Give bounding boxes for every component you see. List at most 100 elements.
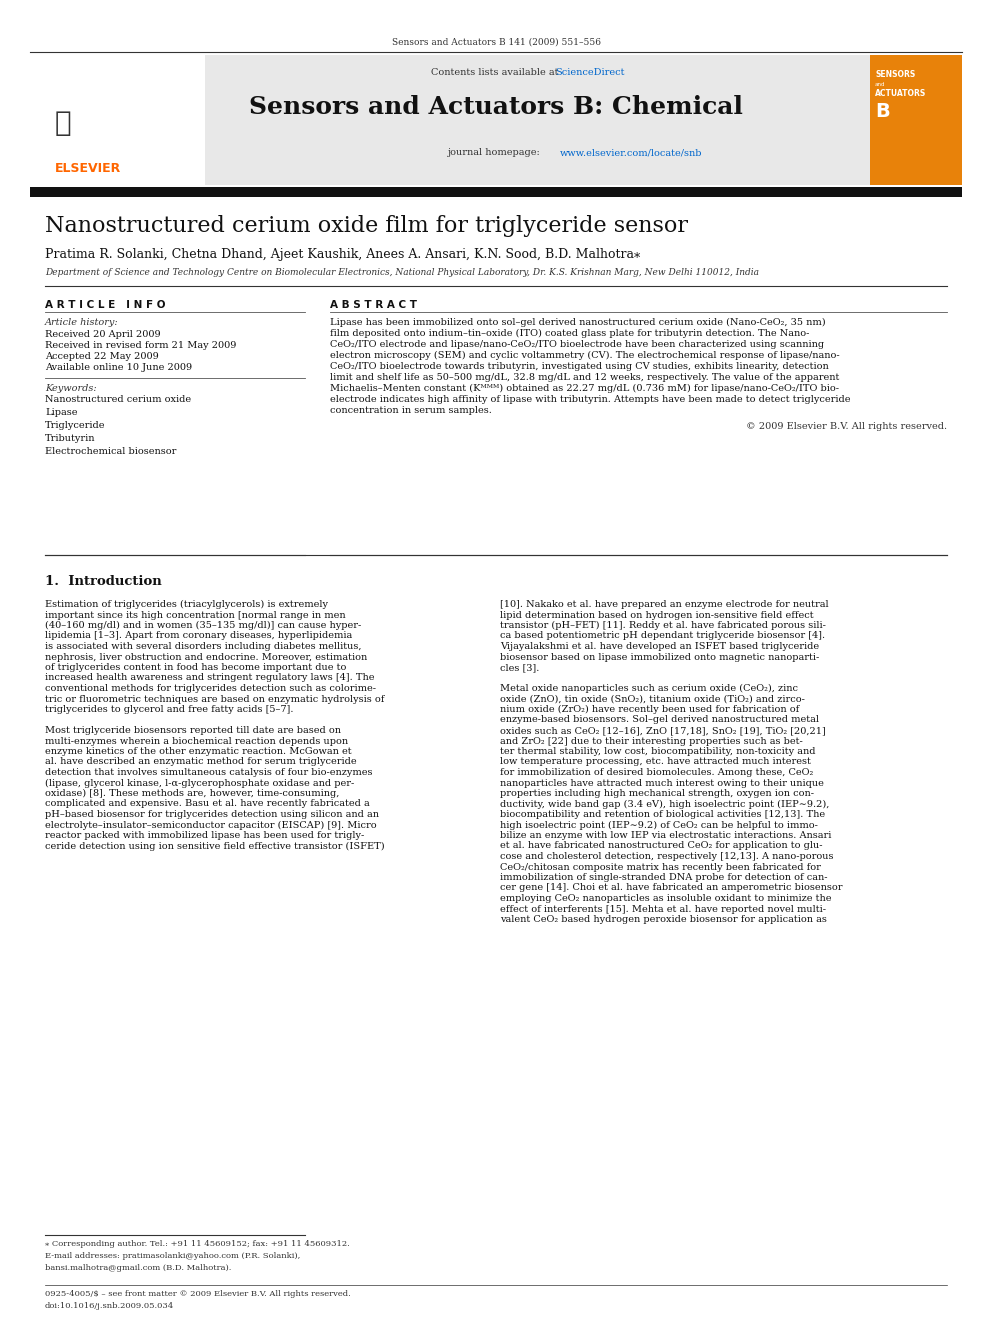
Text: ca based potentiometric pH dependant triglyceride biosensor [4].: ca based potentiometric pH dependant tri…: [500, 631, 825, 640]
Text: Estimation of triglycerides (triacylglycerols) is extremely: Estimation of triglycerides (triacylglyc…: [45, 601, 328, 609]
FancyBboxPatch shape: [30, 187, 962, 197]
Text: detection that involves simultaneous catalysis of four bio-enzymes: detection that involves simultaneous cat…: [45, 767, 373, 777]
Text: 0925-4005/$ – see front matter © 2009 Elsevier B.V. All rights reserved.: 0925-4005/$ – see front matter © 2009 El…: [45, 1290, 351, 1298]
Text: Pratima R. Solanki, Chetna Dhand, Ajeet Kaushik, Anees A. Ansari, K.N. Sood, B.D: Pratima R. Solanki, Chetna Dhand, Ajeet …: [45, 247, 640, 261]
Text: for immobilization of desired biomolecules. Among these, CeO₂: for immobilization of desired biomolecul…: [500, 767, 813, 777]
Text: and: and: [875, 82, 886, 87]
FancyBboxPatch shape: [870, 56, 962, 185]
Text: Lipase: Lipase: [45, 407, 77, 417]
Text: nium oxide (ZrO₂) have recently been used for fabrication of: nium oxide (ZrO₂) have recently been use…: [500, 705, 800, 714]
Text: A R T I C L E   I N F O: A R T I C L E I N F O: [45, 300, 166, 310]
Text: CeO₂/ITO electrode and lipase/nano-CeO₂/ITO bioelectrode have been characterized: CeO₂/ITO electrode and lipase/nano-CeO₂/…: [330, 340, 824, 349]
Text: properties including high mechanical strength, oxygen ion con-: properties including high mechanical str…: [500, 789, 814, 798]
Text: pH–based biosensor for triglycerides detection using silicon and an: pH–based biosensor for triglycerides det…: [45, 810, 379, 819]
Text: oxides such as CeO₂ [12–16], ZnO [17,18], SnO₂ [19], TiO₂ [20,21]: oxides such as CeO₂ [12–16], ZnO [17,18]…: [500, 726, 825, 736]
Text: effect of interferents [15]. Mehta et al. have reported novel multi-: effect of interferents [15]. Mehta et al…: [500, 905, 826, 913]
Text: Nanostructured cerium oxide: Nanostructured cerium oxide: [45, 396, 191, 404]
Text: enzyme kinetics of the other enzymatic reaction. McGowan et: enzyme kinetics of the other enzymatic r…: [45, 747, 351, 755]
Text: Received in revised form 21 May 2009: Received in revised form 21 May 2009: [45, 341, 236, 351]
Text: concentration in serum samples.: concentration in serum samples.: [330, 406, 492, 415]
Text: oxide (ZnO), tin oxide (SnO₂), titanium oxide (TiO₂) and zirco-: oxide (ZnO), tin oxide (SnO₂), titanium …: [500, 695, 805, 704]
Text: biocompatibility and retention of biological activities [12,13]. The: biocompatibility and retention of biolog…: [500, 810, 825, 819]
Text: tric or fluorometric techniques are based on enzymatic hydrolysis of: tric or fluorometric techniques are base…: [45, 695, 384, 704]
FancyBboxPatch shape: [30, 56, 900, 185]
Text: 🌳: 🌳: [55, 110, 71, 138]
Text: immobilization of single-stranded DNA probe for detection of can-: immobilization of single-stranded DNA pr…: [500, 873, 827, 882]
Text: triglycerides to glycerol and free fatty acids [5–7].: triglycerides to glycerol and free fatty…: [45, 705, 294, 714]
Text: al. have described an enzymatic method for serum triglyceride: al. have described an enzymatic method f…: [45, 758, 357, 766]
Text: Sensors and Actuators B: Chemical: Sensors and Actuators B: Chemical: [249, 95, 743, 119]
Text: bansi.malhotra@gmail.com (B.D. Malhotra).: bansi.malhotra@gmail.com (B.D. Malhotra)…: [45, 1263, 231, 1271]
Text: SENSORS: SENSORS: [875, 70, 916, 79]
Text: cles [3].: cles [3].: [500, 663, 540, 672]
Text: A B S T R A C T: A B S T R A C T: [330, 300, 417, 310]
Text: ductivity, wide band gap (3.4 eV), high isoelectric point (IEP∼9.2),: ductivity, wide band gap (3.4 eV), high …: [500, 799, 829, 808]
Text: reactor packed with immobilized lipase has been used for trigly-: reactor packed with immobilized lipase h…: [45, 831, 364, 840]
Text: increased health awareness and stringent regulatory laws [4]. The: increased health awareness and stringent…: [45, 673, 375, 683]
Text: CeO₂/chitosan composite matrix has recently been fabricated for: CeO₂/chitosan composite matrix has recen…: [500, 863, 820, 872]
Text: electron microscopy (SEM) and cyclic voltammetry (CV). The electrochemical respo: electron microscopy (SEM) and cyclic vol…: [330, 351, 839, 360]
Text: [10]. Nakako et al. have prepared an enzyme electrode for neutral: [10]. Nakako et al. have prepared an enz…: [500, 601, 828, 609]
Text: Keywords:: Keywords:: [45, 384, 96, 393]
Text: et al. have fabricated nanostructured CeO₂ for application to glu-: et al. have fabricated nanostructured Ce…: [500, 841, 822, 851]
Text: ELSEVIER: ELSEVIER: [55, 161, 121, 175]
Text: Article history:: Article history:: [45, 318, 119, 327]
Text: Department of Science and Technology Centre on Biomolecular Electronics, Nationa: Department of Science and Technology Cen…: [45, 269, 759, 277]
Text: high isoelectric point (IEP∼9.2) of CeO₂ can be helpful to immo-: high isoelectric point (IEP∼9.2) of CeO₂…: [500, 820, 817, 830]
Text: ACTUATORS: ACTUATORS: [875, 89, 927, 98]
Text: Most triglyceride biosensors reported till date are based on: Most triglyceride biosensors reported ti…: [45, 726, 341, 736]
Text: ceride detection using ion sensitive field effective transistor (ISFET): ceride detection using ion sensitive fie…: [45, 841, 385, 851]
Text: Michaelis–Menten constant (Kᴹᴹᴹ) obtained as 22.27 mg/dL (0.736 mM) for lipase/n: Michaelis–Menten constant (Kᴹᴹᴹ) obtaine…: [330, 384, 839, 393]
Text: Electrochemical biosensor: Electrochemical biosensor: [45, 447, 177, 456]
Text: Tributyrin: Tributyrin: [45, 434, 95, 443]
Text: film deposited onto indium–tin–oxide (ITO) coated glass plate for tributyrin det: film deposited onto indium–tin–oxide (IT…: [330, 329, 809, 339]
Text: Triglyceride: Triglyceride: [45, 421, 105, 430]
Text: is associated with several disorders including diabetes mellitus,: is associated with several disorders inc…: [45, 642, 361, 651]
Text: lipidemia [1–3]. Apart from coronary diseases, hyperlipidemia: lipidemia [1–3]. Apart from coronary dis…: [45, 631, 352, 640]
Text: complicated and expensive. Basu et al. have recently fabricated a: complicated and expensive. Basu et al. h…: [45, 799, 370, 808]
Text: Accepted 22 May 2009: Accepted 22 May 2009: [45, 352, 159, 361]
Text: electrolyte–insulator–semiconductor capacitor (EISCAP) [9]. Micro: electrolyte–insulator–semiconductor capa…: [45, 820, 377, 830]
Text: conventional methods for triglycerides detection such as colorime-: conventional methods for triglycerides d…: [45, 684, 376, 693]
Text: B: B: [875, 102, 890, 120]
Text: Metal oxide nanoparticles such as cerium oxide (CeO₂), zinc: Metal oxide nanoparticles such as cerium…: [500, 684, 798, 693]
Text: ⁎ Corresponding author. Tel.: +91 11 45609152; fax: +91 11 45609312.: ⁎ Corresponding author. Tel.: +91 11 456…: [45, 1240, 350, 1248]
Text: journal homepage:: journal homepage:: [448, 148, 544, 157]
Text: Contents lists available at: Contents lists available at: [431, 67, 561, 77]
Text: cose and cholesterol detection, respectively [12,13]. A nano-porous: cose and cholesterol detection, respecti…: [500, 852, 833, 861]
Text: multi-enzymes wherein a biochemical reaction depends upon: multi-enzymes wherein a biochemical reac…: [45, 737, 348, 745]
Text: Sensors and Actuators B 141 (2009) 551–556: Sensors and Actuators B 141 (2009) 551–5…: [392, 38, 600, 48]
Text: valent CeO₂ based hydrogen peroxide biosensor for application as: valent CeO₂ based hydrogen peroxide bios…: [500, 916, 827, 923]
Text: biosensor based on lipase immobilized onto magnetic nanoparti-: biosensor based on lipase immobilized on…: [500, 652, 819, 662]
Text: CeO₂/ITO bioelectrode towards tributyrin, investigated using CV studies, exhibit: CeO₂/ITO bioelectrode towards tributyrin…: [330, 363, 828, 370]
Text: Vijayalakshmi et al. have developed an ISFET based triglyceride: Vijayalakshmi et al. have developed an I…: [500, 642, 819, 651]
Text: oxidase) [8]. These methods are, however, time-consuming,: oxidase) [8]. These methods are, however…: [45, 789, 339, 798]
Text: transistor (pH–FET) [11]. Reddy et al. have fabricated porous sili-: transistor (pH–FET) [11]. Reddy et al. h…: [500, 620, 826, 630]
Text: important since its high concentration [normal range in men: important since its high concentration […: [45, 610, 345, 619]
Text: nanoparticles have attracted much interest owing to their unique: nanoparticles have attracted much intere…: [500, 778, 824, 787]
Text: of triglycerides content in food has become important due to: of triglycerides content in food has bec…: [45, 663, 346, 672]
Text: 1.  Introduction: 1. Introduction: [45, 576, 162, 587]
Text: electrode indicates high affinity of lipase with tributyrin. Attempts have been : electrode indicates high affinity of lip…: [330, 396, 850, 404]
Text: (40–160 mg/dl) and in women (35–135 mg/dl)] can cause hyper-: (40–160 mg/dl) and in women (35–135 mg/d…: [45, 620, 361, 630]
Text: bilize an enzyme with low IEP via electrostatic interactions. Ansari: bilize an enzyme with low IEP via electr…: [500, 831, 831, 840]
Text: and ZrO₂ [22] due to their interesting properties such as bet-: and ZrO₂ [22] due to their interesting p…: [500, 737, 803, 745]
Text: doi:10.1016/j.snb.2009.05.034: doi:10.1016/j.snb.2009.05.034: [45, 1302, 175, 1310]
Text: lipid determination based on hydrogen ion-sensitive field effect: lipid determination based on hydrogen io…: [500, 610, 813, 619]
FancyBboxPatch shape: [30, 56, 205, 185]
Text: employing CeO₂ nanoparticles as insoluble oxidant to minimize the: employing CeO₂ nanoparticles as insolubl…: [500, 894, 831, 904]
Text: E-mail addresses: pratimasolanki@yahoo.com (P.R. Solanki),: E-mail addresses: pratimasolanki@yahoo.c…: [45, 1252, 301, 1259]
Text: cer gene [14]. Choi et al. have fabricated an amperometric biosensor: cer gene [14]. Choi et al. have fabricat…: [500, 884, 842, 893]
Text: Lipase has been immobilized onto sol–gel derived nanostructured cerium oxide (Na: Lipase has been immobilized onto sol–gel…: [330, 318, 825, 327]
Text: ter thermal stability, low cost, biocompatibility, non-toxicity and: ter thermal stability, low cost, biocomp…: [500, 747, 815, 755]
Text: ScienceDirect: ScienceDirect: [555, 67, 624, 77]
Text: Received 20 April 2009: Received 20 April 2009: [45, 329, 161, 339]
Text: Available online 10 June 2009: Available online 10 June 2009: [45, 363, 192, 372]
Text: nephrosis, liver obstruction and endocrine. Moreover, estimation: nephrosis, liver obstruction and endocri…: [45, 652, 367, 662]
Text: © 2009 Elsevier B.V. All rights reserved.: © 2009 Elsevier B.V. All rights reserved…: [746, 422, 947, 431]
Text: enzyme-based biosensors. Sol–gel derived nanostructured metal: enzyme-based biosensors. Sol–gel derived…: [500, 716, 819, 725]
Text: low temperature processing, etc. have attracted much interest: low temperature processing, etc. have at…: [500, 758, 810, 766]
Text: (lipase, glycerol kinase, l-α-glycerophosphate oxidase and per-: (lipase, glycerol kinase, l-α-glyceropho…: [45, 778, 354, 787]
Text: www.elsevier.com/locate/snb: www.elsevier.com/locate/snb: [560, 148, 702, 157]
Text: limit and shelf life as 50–500 mg/dL, 32.8 mg/dL and 12 weeks, respectively. The: limit and shelf life as 50–500 mg/dL, 32…: [330, 373, 839, 382]
